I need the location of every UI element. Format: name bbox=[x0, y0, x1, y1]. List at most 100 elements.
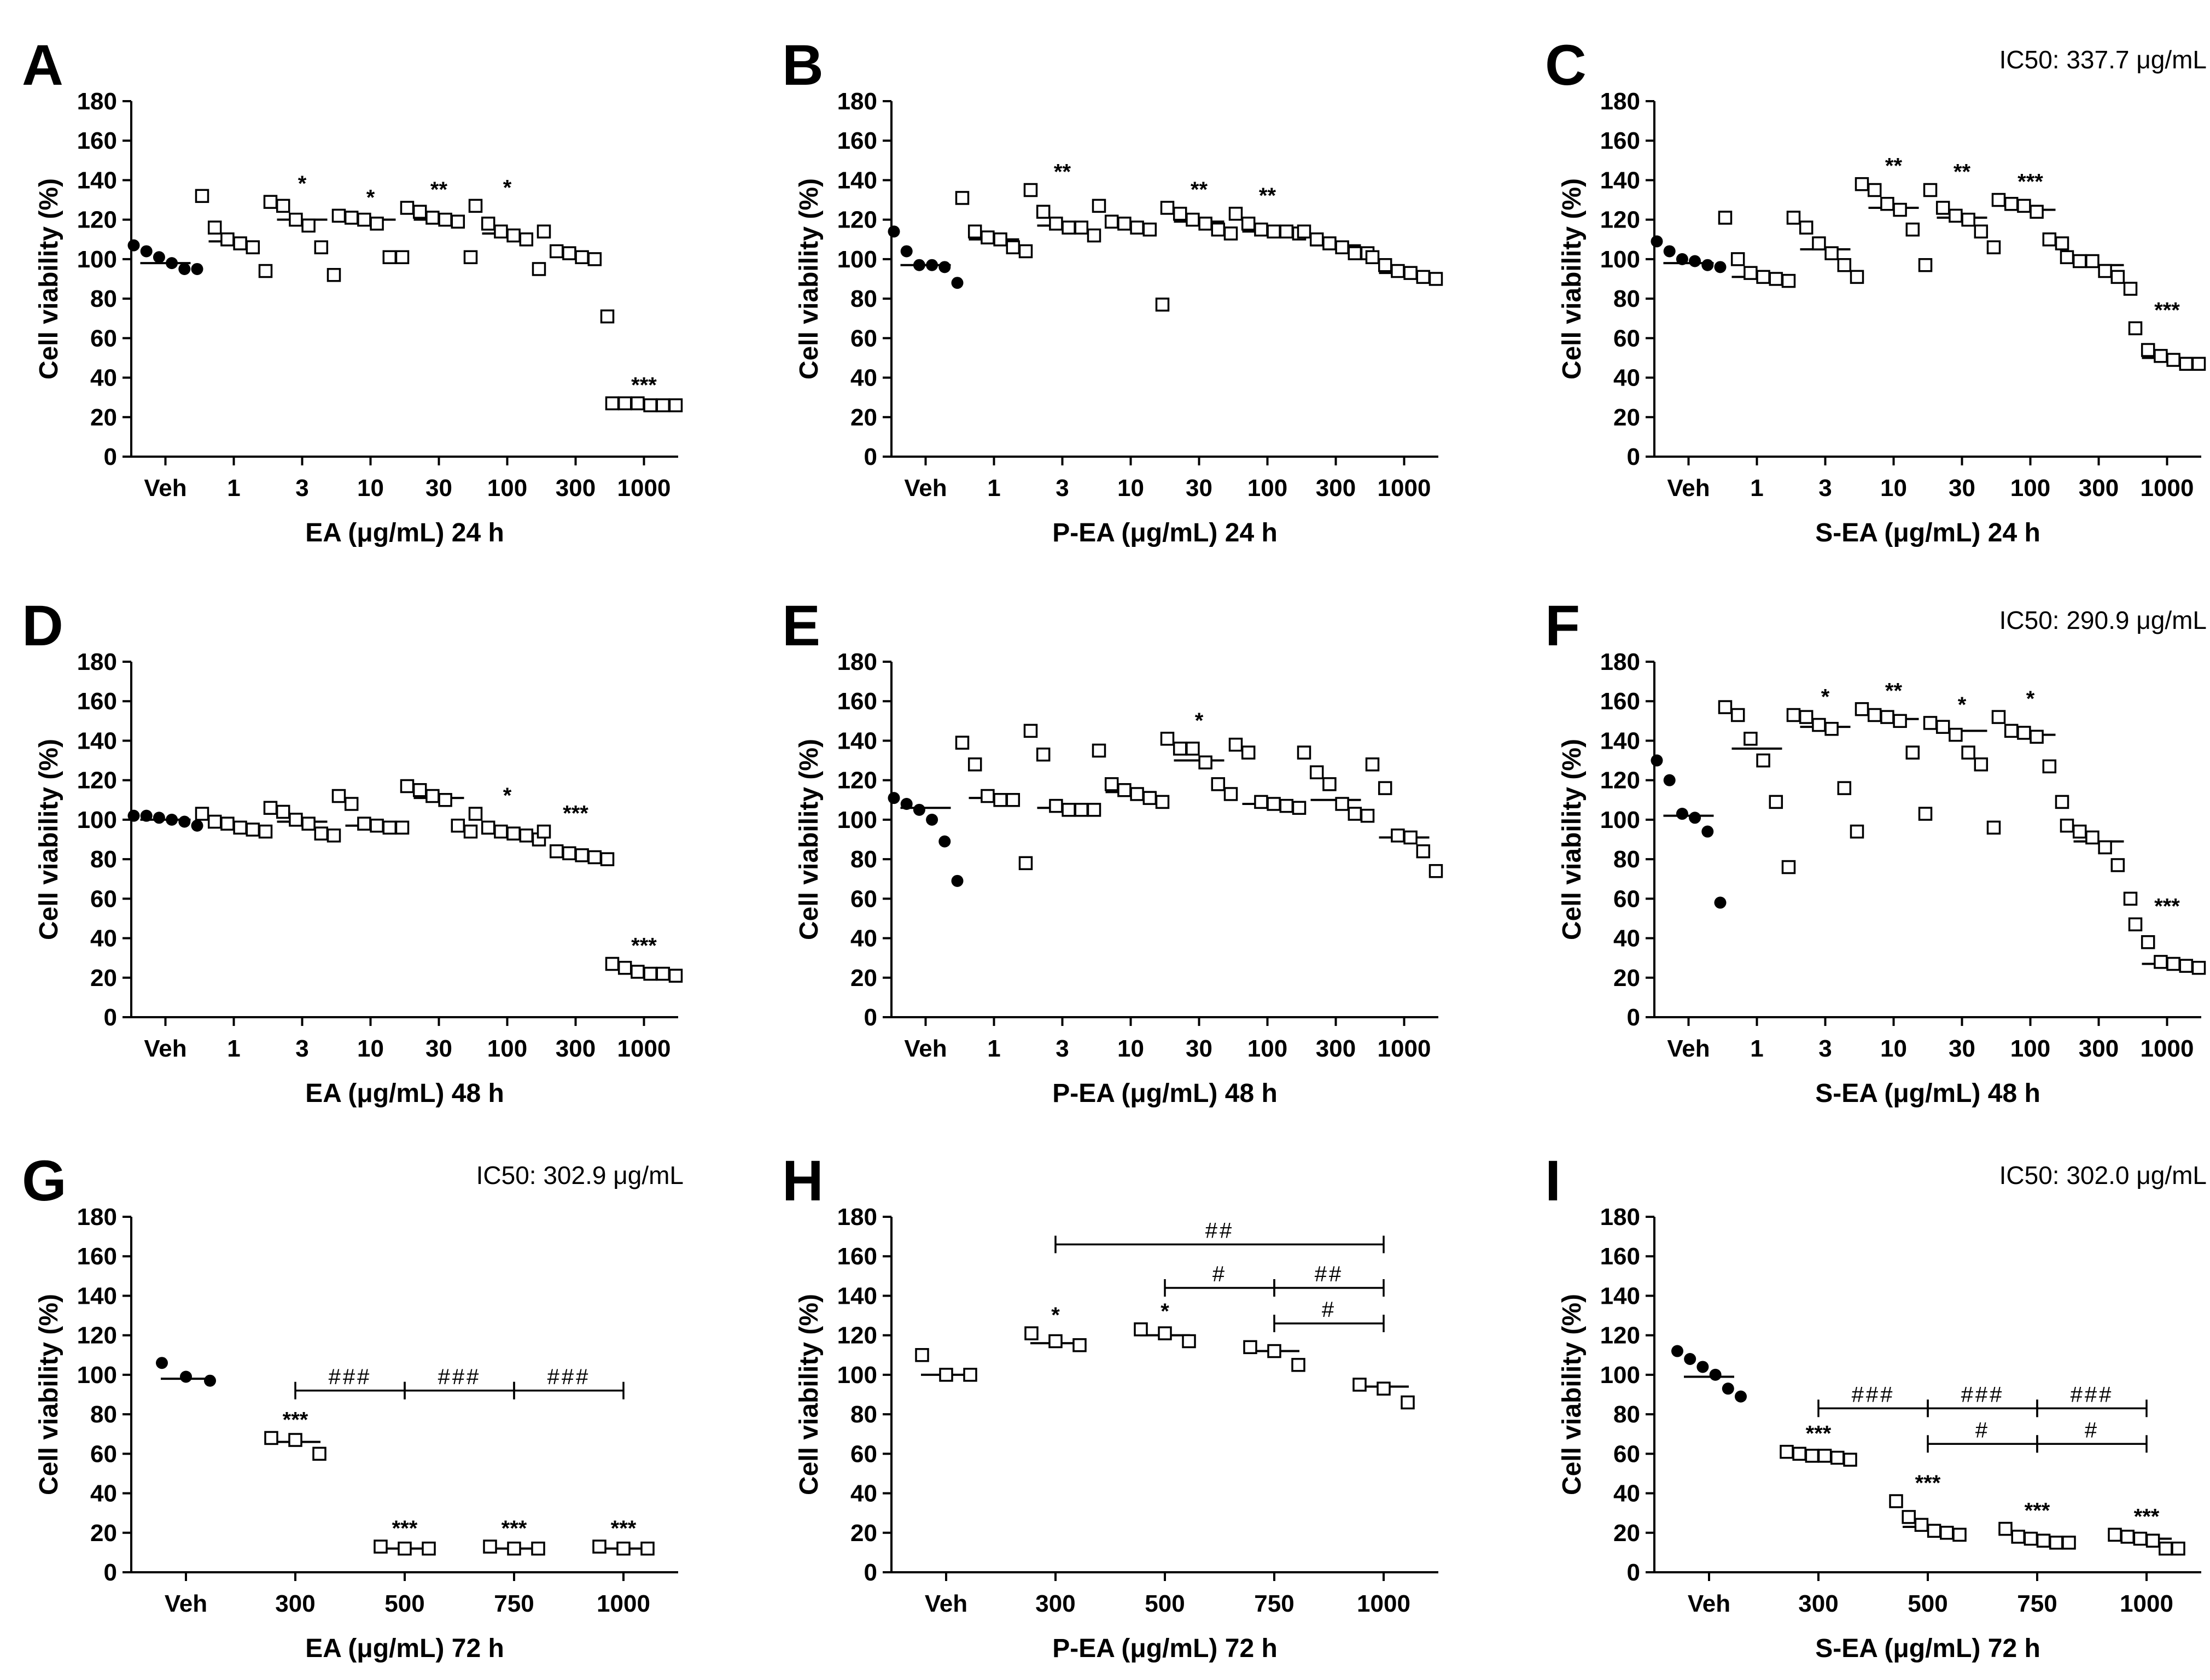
y-tick-label: 100 bbox=[1600, 1362, 1640, 1389]
data-point bbox=[1335, 797, 1349, 811]
y-axis-title: Cell viability (%) bbox=[34, 1294, 63, 1495]
data-point bbox=[1228, 207, 1243, 221]
data-point bbox=[2179, 959, 2194, 973]
y-tick-label: 100 bbox=[77, 1362, 117, 1389]
y-tick-label: 0 bbox=[864, 1004, 877, 1031]
data-point bbox=[1365, 250, 1380, 265]
bracket-label: # bbox=[1212, 1262, 1227, 1286]
panel-G: G IC50: 302.9 μg/mL 0 20 40 60 80 100 120 140 160 1… bbox=[22, 1149, 684, 1663]
data-point bbox=[1006, 793, 1021, 807]
data-point bbox=[2133, 1531, 2148, 1546]
data-point bbox=[1048, 1334, 1063, 1349]
data-point bbox=[195, 189, 209, 203]
data-point bbox=[289, 212, 303, 227]
data-group bbox=[263, 801, 341, 843]
data-point bbox=[1786, 708, 1801, 722]
data-point bbox=[1837, 781, 1852, 795]
data-point bbox=[1092, 199, 1106, 213]
bracket-label: # bbox=[1975, 1418, 1990, 1442]
data-point bbox=[1104, 214, 1119, 229]
bracket-label: ### bbox=[329, 1365, 372, 1389]
significance-label: *** bbox=[611, 1516, 637, 1541]
data-group: *** bbox=[537, 802, 615, 866]
x-tick-label: 100 bbox=[1247, 475, 1287, 501]
data-point bbox=[2123, 891, 2138, 906]
data-point bbox=[1714, 261, 1727, 273]
y-tick-label: 100 bbox=[837, 807, 877, 833]
data-point bbox=[1880, 710, 1894, 724]
panel-letter: C bbox=[1545, 33, 1587, 97]
data-point bbox=[1158, 1326, 1172, 1340]
x-tick-label: 1000 bbox=[2120, 1590, 2173, 1617]
data-point bbox=[1074, 220, 1089, 235]
data-point bbox=[1935, 720, 1950, 734]
data-point bbox=[1378, 258, 1392, 272]
data-point bbox=[468, 199, 483, 213]
y-tick-label: 0 bbox=[104, 1004, 117, 1031]
data-point bbox=[1292, 801, 1307, 815]
data-point bbox=[1267, 1344, 1281, 1358]
y-tick-label: 160 bbox=[77, 127, 117, 154]
data-point bbox=[400, 779, 415, 794]
data-point bbox=[2171, 1541, 2185, 1556]
data-point bbox=[2017, 726, 2031, 740]
data-point bbox=[2004, 724, 2019, 738]
data-point bbox=[562, 846, 576, 861]
x-tick-label: 1000 bbox=[2141, 1035, 2194, 1062]
data-point bbox=[1391, 829, 1405, 843]
data-group: * bbox=[1786, 685, 1864, 839]
y-tick-label: 100 bbox=[837, 246, 877, 273]
data-point bbox=[1676, 253, 1688, 265]
bracket-label: ### bbox=[2071, 1382, 2114, 1407]
y-tick-label: 0 bbox=[864, 1559, 877, 1586]
data-group: *** bbox=[1889, 1471, 1967, 1542]
y-tick-label: 80 bbox=[90, 1401, 117, 1428]
comparison-bracket: # bbox=[1164, 1262, 1275, 1297]
data-point bbox=[2055, 795, 2069, 809]
data-point bbox=[1843, 1452, 1857, 1467]
data-point bbox=[1279, 224, 1294, 239]
comparison-bracket: ### bbox=[2036, 1382, 2148, 1418]
significance-label: * bbox=[366, 185, 375, 209]
significance-label: * bbox=[1051, 1303, 1060, 1327]
data-point bbox=[412, 783, 427, 797]
data-point bbox=[1923, 716, 1938, 730]
data-point bbox=[2049, 1536, 2063, 1550]
data-group: *** bbox=[2128, 298, 2206, 371]
comparison-bracket: ### bbox=[294, 1365, 406, 1399]
data-point bbox=[537, 224, 551, 239]
data-group bbox=[1352, 1378, 1415, 1410]
data-point bbox=[1241, 745, 1256, 760]
data-point bbox=[1049, 217, 1063, 231]
data-point bbox=[1805, 1449, 1820, 1463]
data-point bbox=[2128, 917, 2143, 932]
data-point bbox=[1267, 224, 1281, 239]
data-point bbox=[246, 240, 260, 254]
y-tick-label: 20 bbox=[90, 404, 117, 431]
y-tick-label: 100 bbox=[77, 807, 117, 833]
y-tick-label: 20 bbox=[1613, 965, 1640, 991]
data-point bbox=[1918, 258, 1933, 272]
data-group bbox=[1243, 1340, 1305, 1372]
data-point bbox=[1893, 202, 1907, 217]
comparison-bracket: # bbox=[1927, 1418, 2038, 1453]
data-point bbox=[2120, 1530, 2135, 1544]
data-point bbox=[207, 814, 222, 829]
panel-letter: E bbox=[782, 594, 820, 658]
y-tick-label: 160 bbox=[837, 127, 877, 154]
y-tick-label: 140 bbox=[837, 727, 877, 754]
data-point bbox=[1817, 1449, 1832, 1463]
y-tick-label: 0 bbox=[1627, 1004, 1640, 1031]
panel-letter: I bbox=[1545, 1149, 1561, 1213]
y-tick-label: 100 bbox=[1600, 807, 1640, 833]
x-tick-label: 1000 bbox=[617, 1035, 671, 1062]
data-point bbox=[1927, 1524, 1941, 1538]
data-point bbox=[1867, 183, 1882, 197]
panel-letter: B bbox=[782, 33, 824, 97]
data-point bbox=[1267, 797, 1281, 811]
data-group: *** bbox=[1780, 1422, 1857, 1467]
y-tick-label: 180 bbox=[77, 649, 117, 675]
y-tick-label: 180 bbox=[77, 88, 117, 115]
data-point bbox=[549, 244, 564, 259]
x-tick-label: 1000 bbox=[1357, 1590, 1410, 1617]
